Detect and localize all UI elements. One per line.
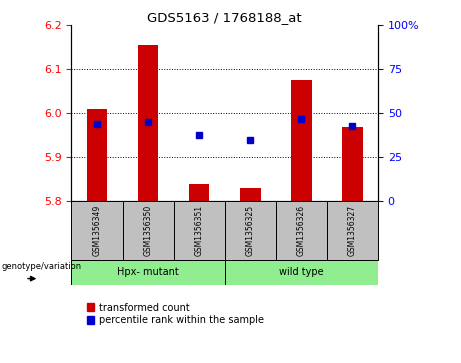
Text: GSM1356350: GSM1356350 — [143, 205, 153, 256]
Bar — [123, 201, 174, 260]
Bar — [71, 260, 225, 285]
Title: GDS5163 / 1768188_at: GDS5163 / 1768188_at — [148, 11, 302, 24]
Bar — [240, 188, 260, 201]
Text: GSM1356326: GSM1356326 — [297, 205, 306, 256]
Legend: transformed count, percentile rank within the sample: transformed count, percentile rank withi… — [87, 302, 264, 326]
Bar — [87, 109, 107, 201]
Bar — [138, 45, 158, 201]
Bar — [225, 201, 276, 260]
Bar — [291, 81, 312, 201]
Text: Hpx- mutant: Hpx- mutant — [117, 267, 179, 277]
Bar — [71, 201, 123, 260]
Bar — [327, 201, 378, 260]
Bar — [342, 127, 363, 201]
Bar — [276, 201, 327, 260]
Text: GSM1356325: GSM1356325 — [246, 205, 255, 256]
Text: wild type: wild type — [279, 267, 324, 277]
Bar — [174, 201, 225, 260]
Text: GSM1356327: GSM1356327 — [348, 205, 357, 256]
Bar — [189, 184, 209, 201]
Bar — [225, 260, 378, 285]
Text: GSM1356351: GSM1356351 — [195, 205, 204, 256]
Text: genotype/variation: genotype/variation — [1, 262, 82, 271]
Text: GSM1356349: GSM1356349 — [93, 205, 101, 256]
